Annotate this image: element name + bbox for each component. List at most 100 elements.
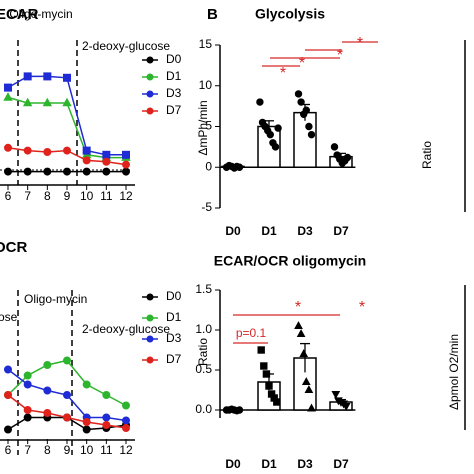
marker — [274, 124, 282, 132]
marker — [4, 425, 12, 434]
y-tick-label: 0.0 — [195, 402, 212, 416]
title: OCR — [0, 239, 28, 256]
marker — [82, 380, 91, 389]
marker — [302, 106, 310, 114]
marker — [23, 413, 32, 422]
marker — [82, 167, 91, 176]
sig-label: * — [357, 35, 363, 52]
marker — [63, 167, 71, 176]
marker — [301, 377, 311, 386]
x-tick-label: D0 — [225, 457, 241, 471]
x-tick-label: 10 — [80, 443, 94, 457]
marker — [256, 98, 264, 106]
x-tick-label: 12 — [119, 443, 133, 457]
sig-label: * — [359, 299, 365, 316]
marker — [23, 146, 32, 155]
y-label: ΔmPh/min — [196, 100, 210, 155]
marker — [122, 150, 130, 159]
marker — [4, 391, 12, 399]
legend-marker — [146, 356, 154, 364]
marker — [43, 72, 52, 81]
sig-label: * — [299, 55, 305, 72]
legend-label: D0 — [166, 52, 182, 66]
marker — [102, 167, 111, 176]
x-tick-label: 7 — [24, 189, 31, 203]
marker — [4, 167, 12, 176]
marker — [43, 167, 52, 176]
series-line — [7, 75, 126, 156]
marker — [3, 92, 13, 101]
x-tick-label: 11 — [100, 189, 113, 203]
marker — [330, 143, 339, 151]
marker — [294, 90, 303, 98]
marker — [122, 401, 130, 410]
title: Glycolysis — [255, 6, 325, 22]
marker — [4, 365, 12, 374]
marker — [63, 413, 71, 422]
marker — [305, 122, 313, 131]
legend-label: D1 — [166, 310, 182, 324]
legend-label: D0 — [166, 289, 182, 303]
x-tick-label: D3 — [297, 224, 313, 238]
legend-label: D7 — [166, 352, 182, 366]
sig-label: p=0.1 — [236, 326, 267, 340]
marker — [63, 73, 71, 82]
marker — [82, 146, 91, 155]
marker — [122, 416, 130, 425]
y-tick-label: 10 — [199, 78, 213, 92]
annotation: 2-deoxy-glucose — [82, 322, 170, 336]
legend-marker — [146, 73, 154, 81]
marker — [235, 406, 244, 414]
marker — [23, 371, 32, 380]
marker — [122, 167, 130, 176]
marker — [341, 402, 351, 411]
x-tick-label: D0 — [225, 224, 241, 238]
marker — [262, 370, 271, 378]
marker — [343, 153, 352, 162]
sig-label: * — [337, 47, 343, 64]
marker — [42, 97, 53, 107]
y-tick-label: 0.5 — [195, 362, 212, 376]
legend-marker — [146, 56, 154, 64]
marker — [23, 380, 32, 389]
marker — [82, 156, 91, 165]
legend-marker — [146, 335, 154, 343]
annotation: 2-deoxy-glucose — [82, 39, 170, 53]
marker — [43, 386, 52, 395]
marker — [235, 163, 244, 171]
marker — [102, 391, 111, 399]
marker — [299, 349, 309, 358]
sig-label: * — [295, 299, 301, 316]
marker — [82, 425, 91, 434]
marker — [304, 385, 314, 394]
x-tick-label: 7 — [24, 443, 31, 457]
annotation: Oligo-mycin — [24, 292, 87, 306]
annotation: ose — [0, 310, 18, 324]
marker — [43, 361, 52, 369]
x-tick-label: 12 — [119, 189, 133, 203]
marker — [4, 83, 12, 92]
x-tick-label: 8 — [44, 189, 51, 203]
marker — [102, 413, 111, 422]
y-tick-label: 1.5 — [195, 282, 212, 296]
annotation: Oligo-mycin — [9, 7, 72, 21]
legend-label: D3 — [166, 86, 182, 100]
legend-marker — [146, 314, 154, 322]
x-tick-label: 6 — [5, 443, 12, 457]
legend-label: D1 — [166, 69, 182, 83]
y-label: Ratio — [420, 141, 434, 169]
marker — [331, 390, 341, 399]
marker — [122, 160, 130, 169]
y-tick-label: 1.0 — [195, 322, 212, 336]
marker — [4, 143, 12, 152]
marker — [294, 321, 303, 330]
bar — [293, 111, 317, 168]
x-tick-label: 6 — [5, 189, 12, 203]
x-tick-label: D1 — [261, 224, 277, 238]
legend-label: D3 — [166, 331, 182, 345]
title: ECAR/OCR oligomycin — [214, 253, 366, 269]
marker — [266, 130, 274, 139]
y-tick-label: 5 — [205, 119, 212, 133]
x-tick-label: D3 — [297, 457, 313, 471]
